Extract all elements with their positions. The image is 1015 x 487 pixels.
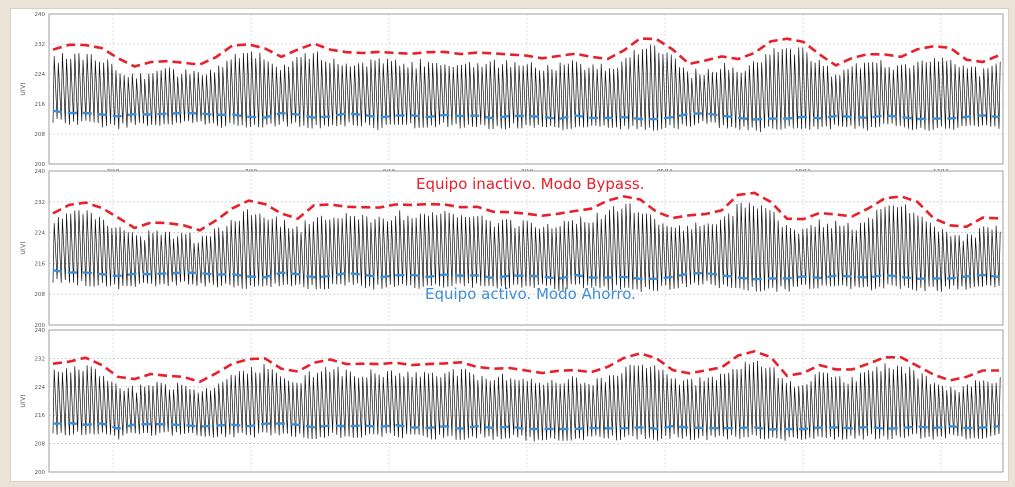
y-tick-label: 240 xyxy=(35,169,46,175)
bypass-max-line xyxy=(52,37,1000,68)
y-tick-label: 200 xyxy=(35,162,46,168)
y-tick-label: 200 xyxy=(35,470,46,476)
y-tick-label: 224 xyxy=(35,385,46,391)
y-tick-label: 208 xyxy=(35,292,46,298)
bypass-max-line xyxy=(52,191,1000,232)
bypass-max-line xyxy=(52,349,999,384)
plot-frame-1 xyxy=(48,13,1004,165)
y-tick-label: 240 xyxy=(35,328,46,334)
y-tick-label: 216 xyxy=(35,261,46,267)
y-tick-label: 232 xyxy=(35,200,46,206)
y-tick-label: 200 xyxy=(35,323,46,329)
plot-frame-3 xyxy=(48,329,1004,473)
charts-svg: 2002082162242322403/107/109/103/1005/111… xyxy=(20,12,1004,476)
y-axis-label: U(V) xyxy=(20,241,27,254)
annotation-bypass: Equipo inactivo. Modo Bypass. xyxy=(416,175,645,193)
y-tick-label: 208 xyxy=(35,442,46,448)
ahorro-min-line xyxy=(52,269,1000,281)
y-axis-label: U(V) xyxy=(20,82,27,95)
y-axis-label: U(V) xyxy=(20,394,27,407)
y-tick-label: 216 xyxy=(35,102,46,108)
y-tick-label: 224 xyxy=(35,72,46,78)
y-tick-label: 208 xyxy=(35,132,46,138)
figure: 2002082162242322403/107/109/103/1005/111… xyxy=(10,8,1009,482)
y-tick-label: 232 xyxy=(35,42,46,48)
y-tick-label: 224 xyxy=(35,231,46,237)
ahorro-min-line xyxy=(52,109,1000,121)
y-tick-label: 232 xyxy=(35,356,46,362)
y-tick-label: 240 xyxy=(35,12,46,18)
annotation-ahorro: Equipo activo. Modo Ahorro. xyxy=(425,285,636,303)
voltage-trace xyxy=(52,360,1001,442)
y-tick-label: 216 xyxy=(35,413,46,419)
plot-frame-2 xyxy=(48,170,1004,326)
